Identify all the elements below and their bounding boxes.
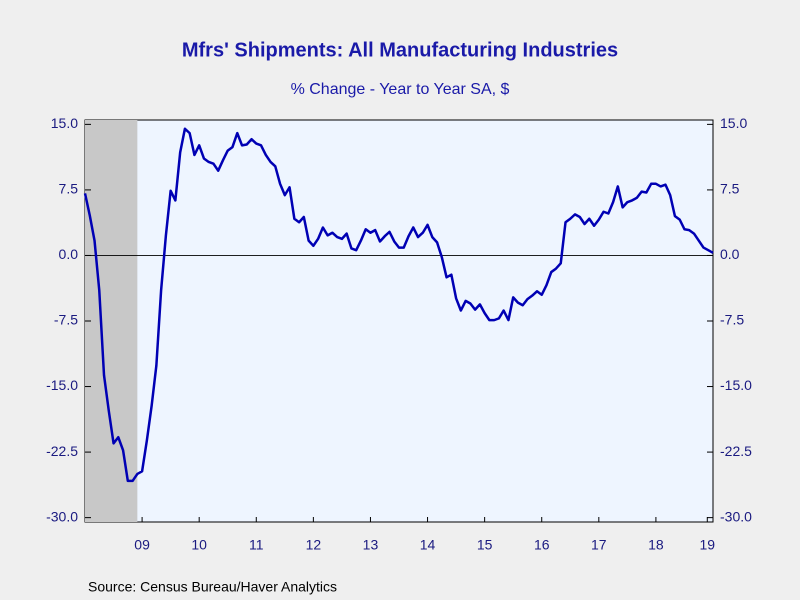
x-tick-label: 14 (420, 537, 436, 553)
x-tick-label: 12 (306, 537, 322, 553)
data-line (83, 127, 714, 483)
plot-area (84, 119, 714, 523)
x-tick-label: 15 (477, 537, 493, 553)
y2-tick-label: 7.5 (720, 181, 740, 197)
x-tick-label: 17 (591, 537, 607, 553)
chart-subtitle: % Change - Year to Year SA, $ (291, 81, 510, 98)
x-tick-label: 11 (249, 537, 264, 553)
y2-tick-label: 0.0 (720, 246, 740, 262)
x-tick-label: 13 (363, 537, 379, 553)
y2-tick-label: -7.5 (720, 312, 744, 328)
y-tick-label: -22.5 (46, 443, 78, 459)
x-tick-label: 18 (648, 537, 664, 553)
chart-title: Mfrs' Shipments: All Manufacturing Indus… (182, 39, 618, 61)
x-tick-label: 16 (534, 537, 550, 553)
y-tick-label: -7.5 (54, 312, 78, 328)
y-tick-label: -30.0 (46, 508, 78, 524)
y2-tick-label: -15.0 (720, 377, 752, 393)
x-tick-label: 10 (191, 537, 207, 553)
source-note: Source: Census Bureau/Haver Analytics (88, 579, 337, 595)
y-tick-label: 7.5 (59, 181, 79, 197)
y-tick-label: -15.0 (46, 377, 78, 393)
x-tick-label: 19 (700, 537, 716, 553)
y2-tick-label: -30.0 (720, 508, 752, 524)
y-tick-label: 15.0 (51, 115, 78, 131)
recession-shade (85, 120, 138, 522)
y2-tick-label: 15.0 (720, 115, 747, 131)
x-tick-label: 09 (134, 537, 150, 553)
y2-tick-label: -22.5 (720, 443, 752, 459)
y-tick-label: 0.0 (59, 246, 79, 262)
